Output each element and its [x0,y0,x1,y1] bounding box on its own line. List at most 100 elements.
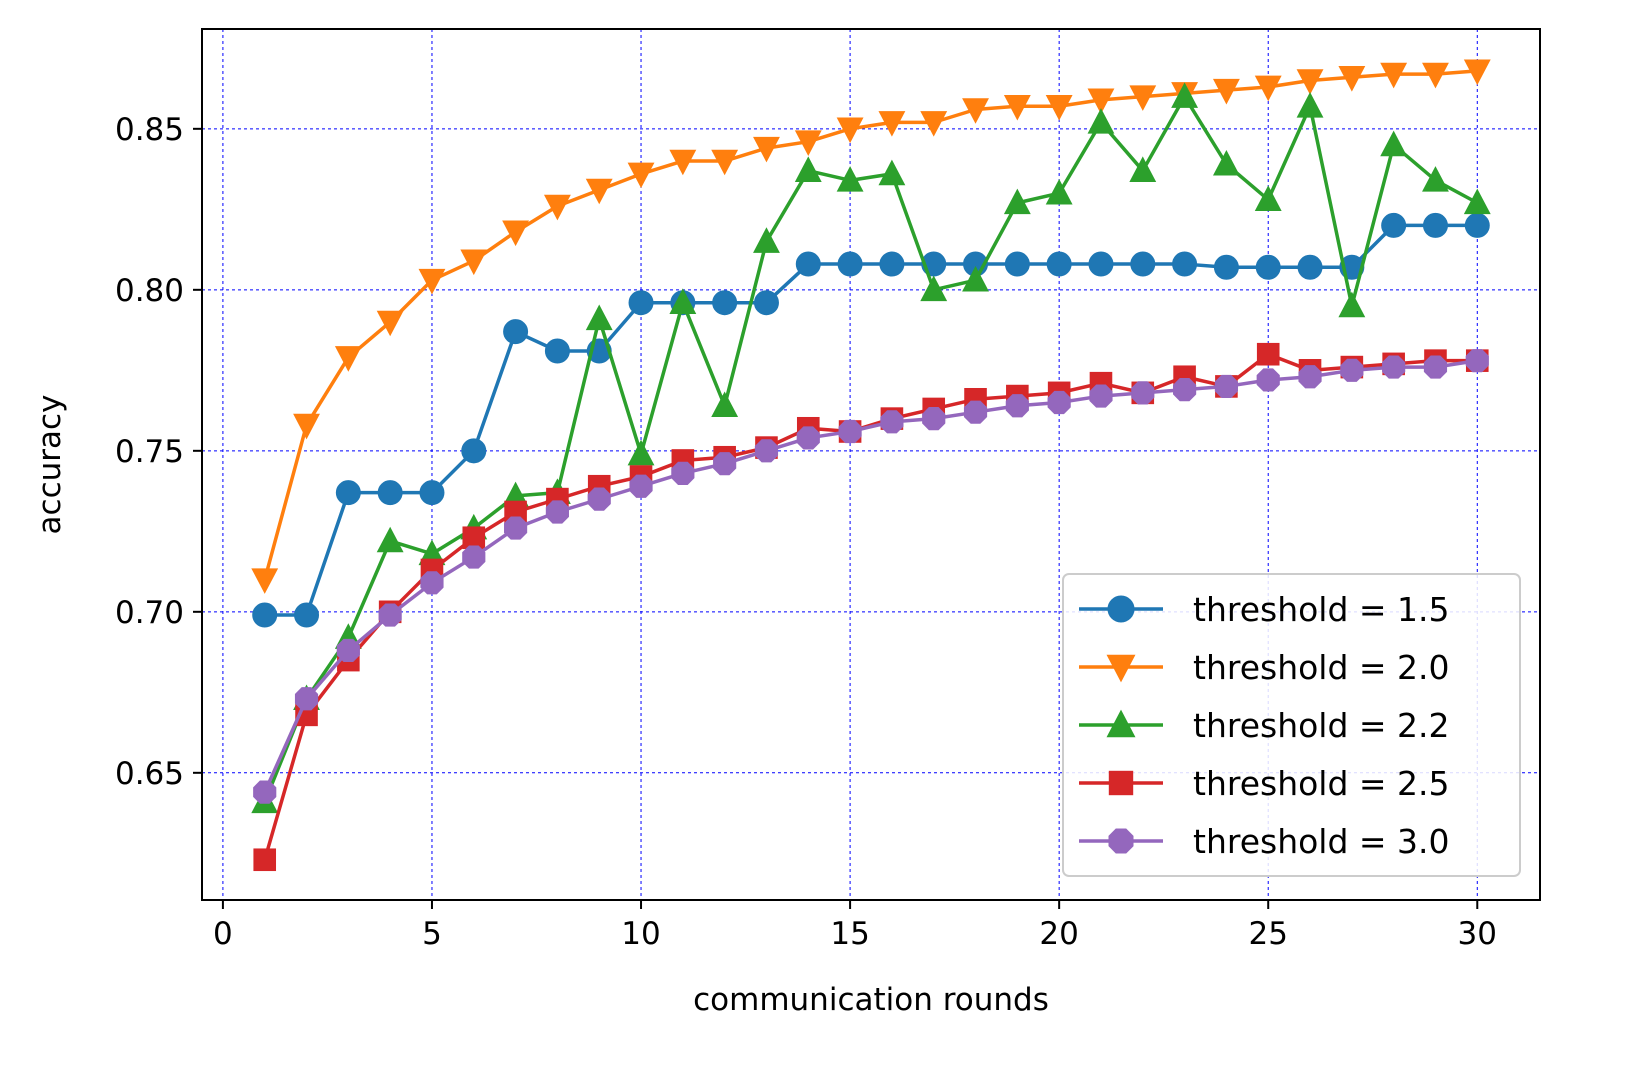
data-point [1297,254,1323,280]
data-point [1173,378,1197,402]
data-point [1046,251,1072,277]
data-point [1255,254,1281,280]
data-point [253,780,277,804]
data-point [836,166,864,192]
data-point [420,571,444,595]
legend-item: threshold = 3.0 [1079,822,1450,861]
data-point [462,526,486,550]
data-point [587,487,611,511]
y-tick-label: 0.80 [115,273,184,309]
data-point [1130,251,1156,277]
x-axis-ticks: 0 5 10 15 20 25 30 [213,900,1497,952]
x-tick-label: 15 [830,916,869,952]
x-axis-label: communication rounds [693,982,1049,1018]
data-point [627,162,655,189]
data-point [1087,108,1115,134]
x-tick-label: 5 [422,916,442,952]
data-point [544,338,570,364]
data-point [836,117,864,144]
legend-marker [1108,770,1134,796]
data-point [1087,88,1115,115]
data-point [1338,291,1366,318]
data-point [671,461,695,485]
legend-label: threshold = 3.0 [1193,822,1450,861]
data-point [1171,82,1199,108]
data-point [1296,92,1324,118]
data-point [504,516,528,540]
data-point [418,268,446,295]
data-point [1423,355,1448,379]
data-point [1463,59,1491,86]
data-point [502,220,530,247]
data-point [585,304,613,331]
data-point [1088,251,1114,277]
legend-item: threshold = 1.5 [1079,590,1450,629]
data-point [1047,390,1071,415]
data-point [669,149,697,176]
data-point [1382,355,1406,379]
data-point [878,159,906,186]
data-point [838,419,862,444]
data-point [334,346,362,372]
data-point [1131,381,1155,405]
data-point [1298,365,1322,389]
y-tick-label: 0.85 [115,112,184,148]
data-point [1296,69,1324,95]
data-point [795,251,821,277]
series-1 [252,212,1490,628]
data-point [1422,62,1449,89]
data-point [753,290,779,316]
x-tick-label: 25 [1248,916,1287,952]
data-point [336,638,360,663]
data-point [627,439,655,466]
data-point [1212,149,1240,176]
legend-marker [1106,654,1136,683]
data-point [294,687,319,711]
legend-item: threshold = 2.5 [1079,764,1450,803]
data-point [794,130,822,156]
data-point [377,480,403,506]
data-point [294,602,320,628]
data-point [1089,384,1113,408]
data-point [1005,394,1029,418]
data-point [1256,368,1280,392]
legend-marker [1106,709,1136,738]
data-point [335,480,361,506]
data-point [1256,342,1280,366]
legend-box [1062,573,1521,877]
data-point [1129,156,1157,182]
legend: threshold = 1.5 threshold = 2.0 threshold … [1062,573,1521,877]
data-point [1380,130,1408,157]
data-point [462,545,486,569]
plot-frame [201,28,1541,901]
data-point [713,452,737,476]
data-point [878,111,906,137]
data-point [545,500,569,524]
data-point [1214,374,1238,398]
y-axis-label: accuracy [32,395,68,535]
data-point [1212,78,1240,105]
legend-marker [1108,828,1134,854]
data-point [711,149,739,176]
data-point [962,265,989,292]
data-point [920,275,948,302]
legend-label: threshold = 2.5 [1193,764,1450,803]
data-point [1465,349,1489,373]
data-point [1003,188,1031,215]
data-point [1338,65,1366,92]
data-point [753,227,780,253]
y-axis-ticks: 0.65 0.70 0.75 0.80 0.85 [115,112,202,792]
data-point [1129,85,1157,111]
data-point [879,251,905,277]
data-point [1004,251,1030,277]
data-point [794,156,822,182]
data-point [922,407,946,431]
data-point [1463,188,1491,215]
data-point [1045,94,1073,121]
data-point [1254,75,1282,102]
data-point [376,310,404,337]
data-point [1172,251,1198,277]
y-tick-label: 0.75 [115,434,184,470]
data-point [1213,254,1239,280]
